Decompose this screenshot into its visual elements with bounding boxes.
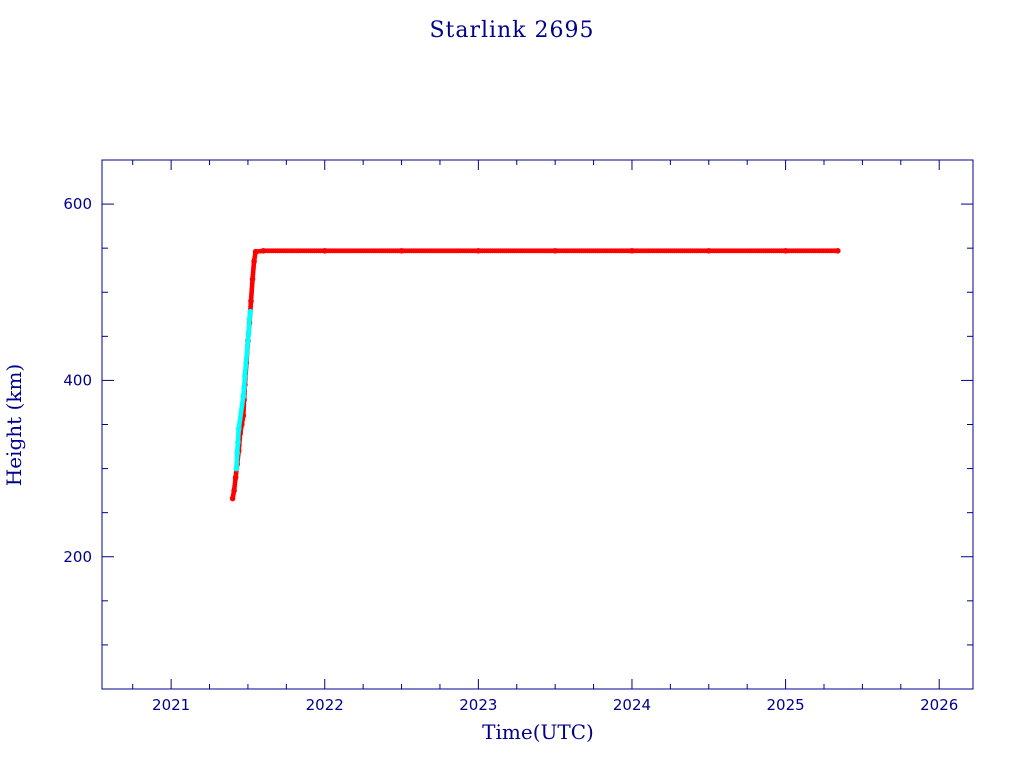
series-1 — [229, 248, 841, 502]
plot-frame — [101, 159, 974, 690]
x-tick-label: 2026 — [920, 696, 958, 714]
x-tick-label: 2021 — [152, 696, 190, 714]
y-tick-label: 400 — [63, 371, 92, 389]
x-tick-label: 2022 — [306, 696, 344, 714]
data-points — [229, 248, 841, 502]
y-axis-label: Height (km) — [2, 364, 26, 486]
x-tick-label: 2024 — [613, 696, 651, 714]
data-point — [835, 248, 841, 254]
y-tick-label: 200 — [63, 548, 92, 566]
axis-ticks: 2021 2022 2023 2024 2025 2026 200 400 600 — [63, 159, 973, 714]
chart-title: Starlink 2695 — [429, 18, 594, 43]
series-2 — [233, 308, 254, 472]
data-point — [247, 308, 254, 315]
x-axis-label: Time(UTC) — [482, 720, 594, 744]
x-tick-label: 2023 — [459, 696, 497, 714]
x-tick-label: 2025 — [766, 696, 804, 714]
y-tick-label: 600 — [63, 195, 92, 213]
